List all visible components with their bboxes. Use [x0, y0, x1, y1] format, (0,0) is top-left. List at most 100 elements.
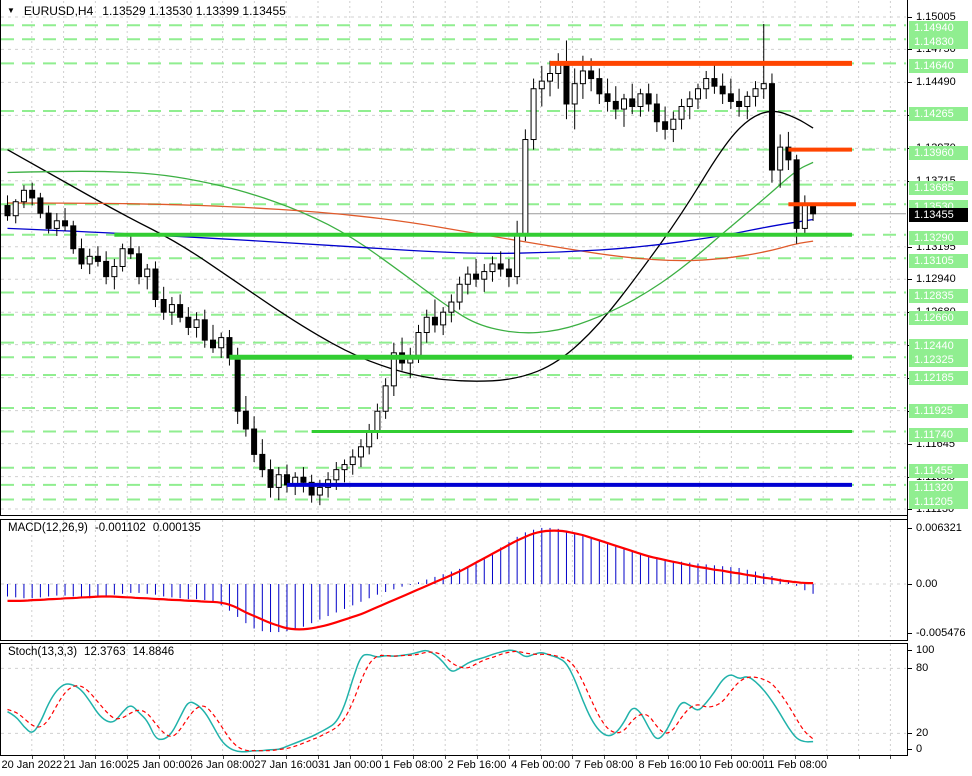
candle-body [103, 260, 110, 278]
candle-body [12, 201, 19, 217]
candle-body [4, 205, 11, 217]
price-level-badge: 1.14640 [909, 59, 968, 74]
time-axis-label: 21 Jan 16:00 [63, 759, 128, 771]
time-tick [667, 756, 669, 759]
price-axis[interactable]: 1.150051.147501.144901.142301.139701.137… [908, 0, 972, 776]
candle-body [127, 248, 134, 255]
candle-body [37, 197, 44, 214]
axis-tick [908, 650, 912, 651]
time-tick [286, 756, 288, 759]
price-grid-label: 1.12940 [916, 273, 956, 286]
time-tick [445, 756, 447, 759]
vertical-gridlines [31, 520, 891, 640]
candle-body [440, 311, 447, 326]
candle-body [653, 103, 660, 123]
time-axis-label: 1 Feb 08:00 [384, 759, 443, 771]
candle-body [497, 263, 504, 270]
candle-body [456, 283, 463, 303]
axis-tick [908, 82, 912, 84]
time-axis-label: 8 Feb 16:00 [638, 759, 698, 771]
stoch-level-lines [1, 667, 906, 734]
candle-body [86, 255, 93, 265]
candle-body [719, 85, 726, 95]
time-tick [222, 756, 224, 759]
time-axis-label: 7 Feb 08:00 [574, 759, 634, 771]
axis-tick [908, 632, 912, 634]
candle-body [777, 146, 784, 171]
stoch-axis-label: 0 [916, 743, 923, 755]
time-tick [381, 756, 383, 759]
time-tick [349, 756, 351, 759]
stoch-axis-label: 80 [916, 662, 929, 675]
time-tick [699, 756, 701, 759]
candle-body [686, 98, 693, 108]
candle-body [333, 469, 340, 481]
candle-body [464, 273, 471, 285]
candle-body [752, 88, 759, 97]
candle-body [703, 78, 710, 90]
macd-signal-line [7, 529, 814, 631]
candle-body [785, 146, 792, 161]
candle-body [374, 410, 381, 433]
candle-body [382, 385, 389, 412]
time-axis-label: 20 Jan 2022 [1, 759, 63, 771]
candle-body [670, 118, 677, 130]
candle-body [234, 357, 241, 412]
chart-title: ▼ EURUSD,H4 1.13529 1.13530 1.13399 1.13… [7, 4, 286, 18]
candle-body [259, 453, 266, 471]
macd-pane[interactable] [0, 519, 972, 641]
time-tick [413, 756, 415, 759]
candle-body [415, 332, 422, 356]
candle-body [448, 301, 455, 313]
candle-body [349, 456, 356, 466]
candle-body [588, 70, 595, 80]
stoch-pane[interactable] [0, 643, 972, 756]
price-grid-label: 1.14490 [916, 76, 956, 89]
candle-body [473, 273, 480, 280]
axis-tick [908, 17, 912, 18]
candle-body [571, 83, 578, 105]
time-axis[interactable]: 20 Jan 2022 21 Jan 16:00 25 Jan 00:00 26 Ja… [0, 756, 908, 776]
candle-body [390, 352, 397, 387]
ohlc-readout: 1.13529 1.13530 1.13399 1.13455 [102, 4, 286, 18]
time-axis-label: 4 Feb 00:00 [511, 759, 570, 771]
axis-tick [908, 584, 912, 585]
axis-tick [908, 509, 912, 510]
axis-tick [908, 246, 912, 248]
candle-body [801, 203, 808, 229]
time-tick [95, 756, 97, 759]
time-axis-label: 27 Jan 16:00 [254, 759, 318, 771]
candle-body [579, 70, 586, 85]
price-level-badge: 1.11205 [909, 495, 968, 510]
macd-indicator-label: MACD(12,26,9) -0.001102 0.000135 [8, 522, 201, 534]
time-tick [159, 756, 160, 759]
main-price-pane[interactable] [0, 0, 972, 519]
stoch-k-line [7, 649, 814, 753]
support-resistance-lines [114, 60, 856, 487]
time-tick [508, 756, 510, 759]
time-tick [604, 756, 606, 759]
candle-body [694, 88, 701, 100]
price-level-badge: 1.13685 [909, 180, 968, 195]
time-tick [477, 756, 478, 759]
candle-body [431, 316, 438, 326]
macd-histogram [7, 527, 814, 633]
ma-green [7, 161, 814, 334]
price-level-badge: 1.14265 [909, 106, 968, 121]
time-tick [318, 756, 319, 759]
time-axis-label: 26 Jan 08:00 [190, 759, 255, 771]
candle-body [563, 62, 570, 105]
candle-body [357, 446, 364, 458]
stoch-d-line [7, 650, 814, 752]
candle-body [136, 253, 143, 278]
candle-body [218, 337, 225, 349]
current-price-badge: 1.13455 [909, 207, 968, 222]
stoch-k-value: 12.3763 [84, 646, 126, 658]
candle-body [612, 100, 619, 110]
symbol-dropdown-icon[interactable]: ▼ [7, 6, 15, 15]
time-tick [858, 756, 860, 759]
pane-borders [0, 519, 908, 641]
time-tick [763, 756, 765, 759]
candle-body [111, 265, 118, 278]
